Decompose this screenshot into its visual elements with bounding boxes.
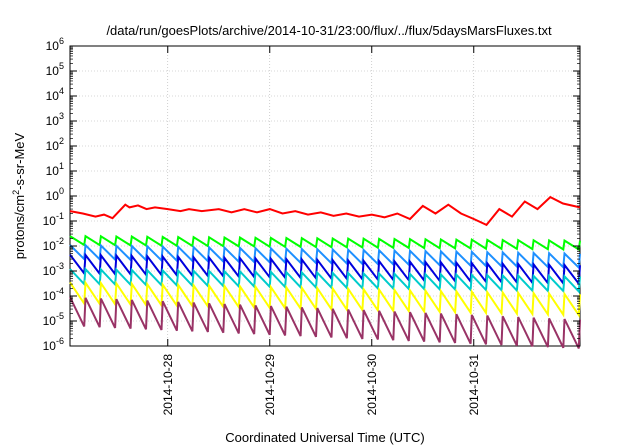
x-tick-label: 2014-10-31 [467,354,481,416]
y-tick-base: 10 [46,64,60,78]
y-tick-label: 101 [46,161,64,178]
y-axis-label: protons/cm2-s-sr-MeV [11,132,27,259]
y-tick-base: 10 [43,289,57,303]
y-tick-exponent: -5 [56,311,64,321]
y-tick-exponent: 5 [59,61,64,71]
y-tick-label: 104 [46,86,64,103]
y-tick-label: 102 [46,136,64,153]
y-tick-base: 10 [43,239,57,253]
y-tick-base: 10 [46,164,60,178]
y-tick-base: 10 [46,139,60,153]
x-tick-label: 2014-10-29 [263,354,277,416]
y-tick-label: 10-1 [43,211,64,228]
y-tick-base: 10 [43,264,57,278]
y-tick-exponent: -1 [56,211,64,221]
y-tick-exponent: 2 [59,136,64,146]
series-line-1 [69,195,581,227]
y-axis-label-rest: -s-sr-MeV [12,132,27,189]
series-group [69,195,581,349]
y-tick-base: 10 [46,189,60,203]
x-tick-label: 2014-10-30 [365,354,379,416]
y-tick-exponent: -6 [56,336,64,346]
y-tick-exponent: 0 [59,186,64,196]
series-line-6 [69,279,581,319]
y-tick-label: 106 [46,36,64,53]
chart-title: /data/run/goesPlots/archive/2014-10-31/2… [106,23,552,38]
y-tick-exponent: 6 [59,36,64,46]
y-tick-exponent: 4 [59,86,64,96]
y-tick-exponent: 3 [59,111,64,121]
x-axis-label: Coordinated Universal Time (UTC) [225,430,424,445]
y-tick-base: 10 [46,114,60,128]
y-tick-exponent: 1 [59,161,64,171]
y-tick-label: 100 [46,186,64,203]
y-tick-exponent: -4 [56,286,64,296]
y-axis-label-superscript: 2 [11,190,21,195]
y-tick-base: 10 [46,89,60,103]
series-line-2 [69,234,581,252]
x-ticks: 2014-10-28 2014-10-29 2014-10-30 2014-10-31 [161,46,481,415]
y-tick-label: 10-3 [43,261,64,278]
y-tick-label: 10-4 [43,286,64,303]
x-tick-label: 2014-10-28 [161,354,175,416]
y-tick-label: 105 [46,61,64,78]
plot-area: 10-610-510-410-310-210-11001011021031041… [43,36,581,415]
y-tick-label: 10-5 [43,311,64,328]
y-axis-label-main: protons/cm [12,195,27,259]
y-tick-label: 10-6 [43,336,64,353]
y-tick-base: 10 [46,39,60,53]
y-tick-base: 10 [43,214,57,228]
series-line-7 [69,296,581,349]
y-ticks: 10-610-510-410-310-210-11001011021031041… [43,36,580,353]
y-tick-label: 103 [46,111,64,128]
series-line-5 [69,266,581,294]
y-tick-exponent: -3 [56,261,64,271]
y-tick-label: 10-2 [43,236,64,253]
y-tick-exponent: -2 [56,236,64,246]
y-tick-base: 10 [43,314,57,328]
y-tick-base: 10 [43,339,57,353]
